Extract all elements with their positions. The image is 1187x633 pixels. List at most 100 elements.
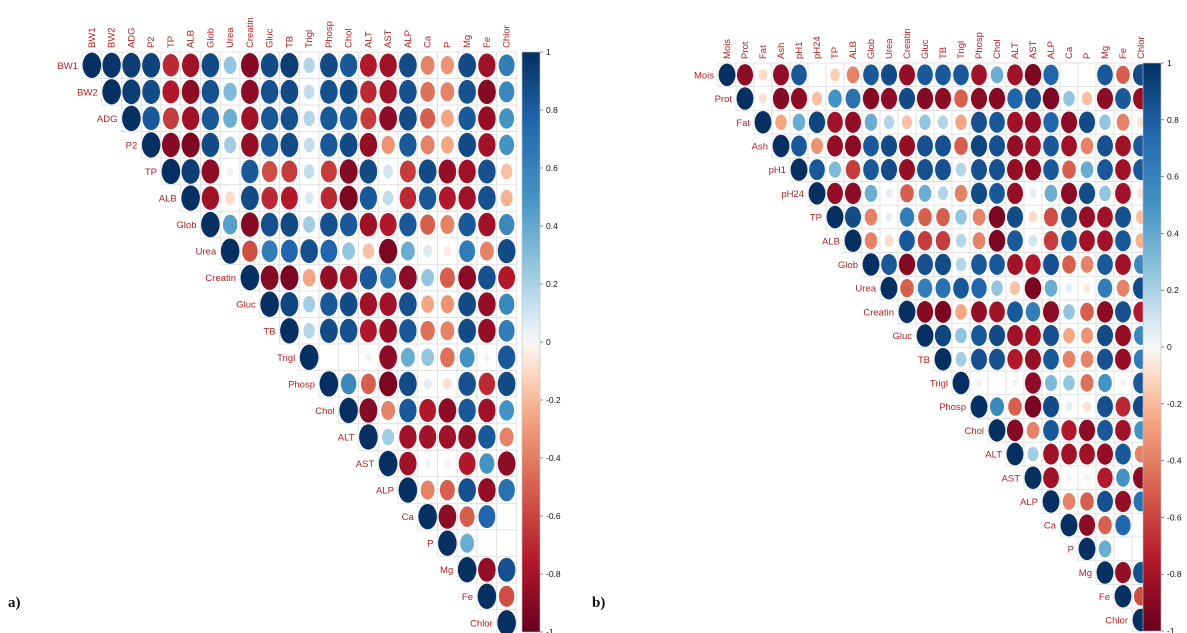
correlation-marker-chol-mg — [458, 398, 476, 423]
correlation-marker-ash-p — [1080, 137, 1094, 155]
correlation-marker-ash-alt — [1007, 135, 1023, 157]
correlation-marker-adg-fe — [478, 106, 496, 131]
correlation-marker-urea-gluc — [917, 278, 933, 298]
correlation-marker-tp-gluc — [261, 160, 278, 183]
correlation-marker-bw1-ast — [379, 53, 397, 78]
matrix-cell — [496, 503, 517, 531]
row-label-ca: Ca — [402, 512, 415, 523]
correlation-marker-mois-fat — [758, 68, 768, 81]
correlation-marker-ash-glob — [863, 135, 879, 157]
correlation-marker-tb-tb — [280, 318, 299, 344]
row-label-trigl: Trigl — [277, 353, 295, 364]
colorbar-tick-label: -0.2 — [1167, 399, 1182, 409]
correlation-marker-adg-ast — [379, 106, 397, 131]
row-label-tb: TB — [263, 326, 275, 337]
correlation-marker-glob-trigl — [303, 216, 316, 233]
correlation-marker-adg-urea — [223, 108, 238, 128]
column-label-chol: Chol — [344, 28, 355, 48]
correlation-marker-glob-ca — [420, 214, 436, 235]
correlation-marker-creatin-creatin — [898, 300, 916, 324]
correlation-marker-chol-alp — [399, 398, 417, 423]
correlation-marker-ph24-creatin — [900, 184, 914, 203]
correlation-marker-alb-alb — [181, 185, 200, 211]
row-label-alb: ALB — [159, 194, 177, 205]
correlation-marker-creatin-chlor — [498, 266, 516, 290]
correlation-marker-ph1-ph1 — [790, 158, 808, 181]
correlation-marker-tp-alb — [181, 159, 200, 184]
colorbar-tick-label: -0.6 — [546, 511, 561, 521]
correlation-marker-alb-p — [1079, 230, 1095, 252]
correlation-marker-bw1-creatin — [240, 53, 259, 78]
correlation-marker-trigl-alt — [365, 353, 372, 362]
correlation-marker-mois-prot — [736, 64, 754, 86]
correlation-marker-mg-mg — [1096, 561, 1114, 584]
correlation-marker-ast-mg — [1097, 467, 1113, 488]
correlation-marker-glob-alp — [399, 212, 417, 237]
correlation-marker-urea-gluc — [261, 240, 278, 263]
correlation-marker-ash-ast — [1025, 135, 1041, 157]
correlation-marker-fat-p — [1078, 111, 1096, 134]
correlation-marker-urea-trigl — [300, 239, 318, 264]
correlation-marker-tb-fe — [478, 318, 496, 343]
correlation-marker-phosp-phosp — [319, 371, 339, 397]
correlation-marker-urea-ast — [379, 238, 398, 264]
correlation-marker-tp-ca — [418, 159, 437, 184]
correlation-marker-gluc-mg — [1096, 324, 1114, 347]
correlation-marker-prot-ph1 — [790, 87, 808, 110]
column-label-chlor: Chlor — [1136, 36, 1147, 59]
correlation-marker-ast-mg — [458, 451, 476, 476]
correlation-marker-bw2-trigl — [303, 84, 315, 100]
correlation-marker-urea-alt — [1009, 281, 1021, 296]
correlation-marker-tp-glob — [201, 159, 220, 184]
correlation-marker-alb-alp — [1043, 231, 1059, 251]
correlation-marker-alt-ast — [382, 428, 395, 446]
correlation-marker-ca-ca — [418, 503, 437, 530]
correlation-marker-alp-fe — [1115, 490, 1131, 513]
column-label-adg: ADG — [126, 27, 137, 48]
correlation-marker-ca-p — [1078, 514, 1096, 536]
correlation-marker-tb-fe — [1115, 348, 1131, 370]
correlation-marker-gluc-fe — [1115, 324, 1131, 347]
correlation-marker-adg-glob — [201, 106, 220, 131]
correlation-marker-bw1-bw2 — [102, 52, 121, 78]
correlation-marker-tb-mg — [1097, 348, 1113, 370]
correlation-marker-ca-ca — [1060, 513, 1078, 537]
correlation-marker-tp-phosp — [320, 160, 337, 183]
correlation-marker-p2-mg — [458, 132, 476, 158]
correlation-marker-gluc-chol — [339, 292, 358, 317]
correlation-marker-bw2-tp — [162, 80, 180, 104]
correlation-marker-creatin-chol — [989, 301, 1005, 323]
colorbar-tick-label: 1 — [546, 47, 551, 57]
correlation-marker-bw1-alp — [399, 53, 417, 78]
correlation-marker-bw2-glob — [201, 79, 220, 104]
correlation-marker-bw2-p2 — [142, 79, 160, 104]
correlation-marker-fe-fe — [477, 583, 497, 609]
correlation-marker-p-p — [1078, 537, 1096, 561]
row-label-chol: Chol — [315, 406, 335, 417]
correlation-marker-trigl-fe — [483, 353, 491, 362]
correlation-marker-alt-chlor — [499, 427, 514, 447]
correlation-marker-bw1-phosp — [320, 53, 338, 78]
row-label-fe: Fe — [1099, 592, 1110, 603]
correlation-marker-bw2-fe — [477, 79, 496, 105]
correlation-marker-urea-alt — [362, 243, 375, 259]
correlation-marker-urea-creatin — [900, 279, 914, 298]
correlation-marker-gluc-trigl — [955, 327, 967, 344]
correlation-marker-ash-creatin — [899, 135, 915, 157]
correlation-marker-gluc-phosp — [971, 325, 987, 347]
correlation-marker-alt-mg — [458, 424, 476, 449]
correlation-marker-gluc-tb — [280, 291, 299, 317]
correlation-marker-trigl-trigl — [299, 344, 319, 371]
correlation-marker-alt-mg — [1097, 443, 1113, 465]
correlation-marker-p2-phosp — [320, 133, 338, 157]
correlation-marker-creatin-trigl — [302, 268, 316, 287]
correlation-marker-bw2-alp — [399, 79, 417, 104]
correlation-marker-alb-fe — [478, 186, 496, 211]
column-label-urea: Urea — [884, 38, 895, 59]
colorbar-tick-label: 0.4 — [1167, 228, 1179, 238]
correlation-marker-creatin-tb — [934, 300, 952, 323]
row-label-gluc: Gluc — [236, 300, 256, 311]
correlation-marker-prot-fat — [758, 93, 768, 104]
correlation-marker-alt-p — [438, 425, 457, 449]
